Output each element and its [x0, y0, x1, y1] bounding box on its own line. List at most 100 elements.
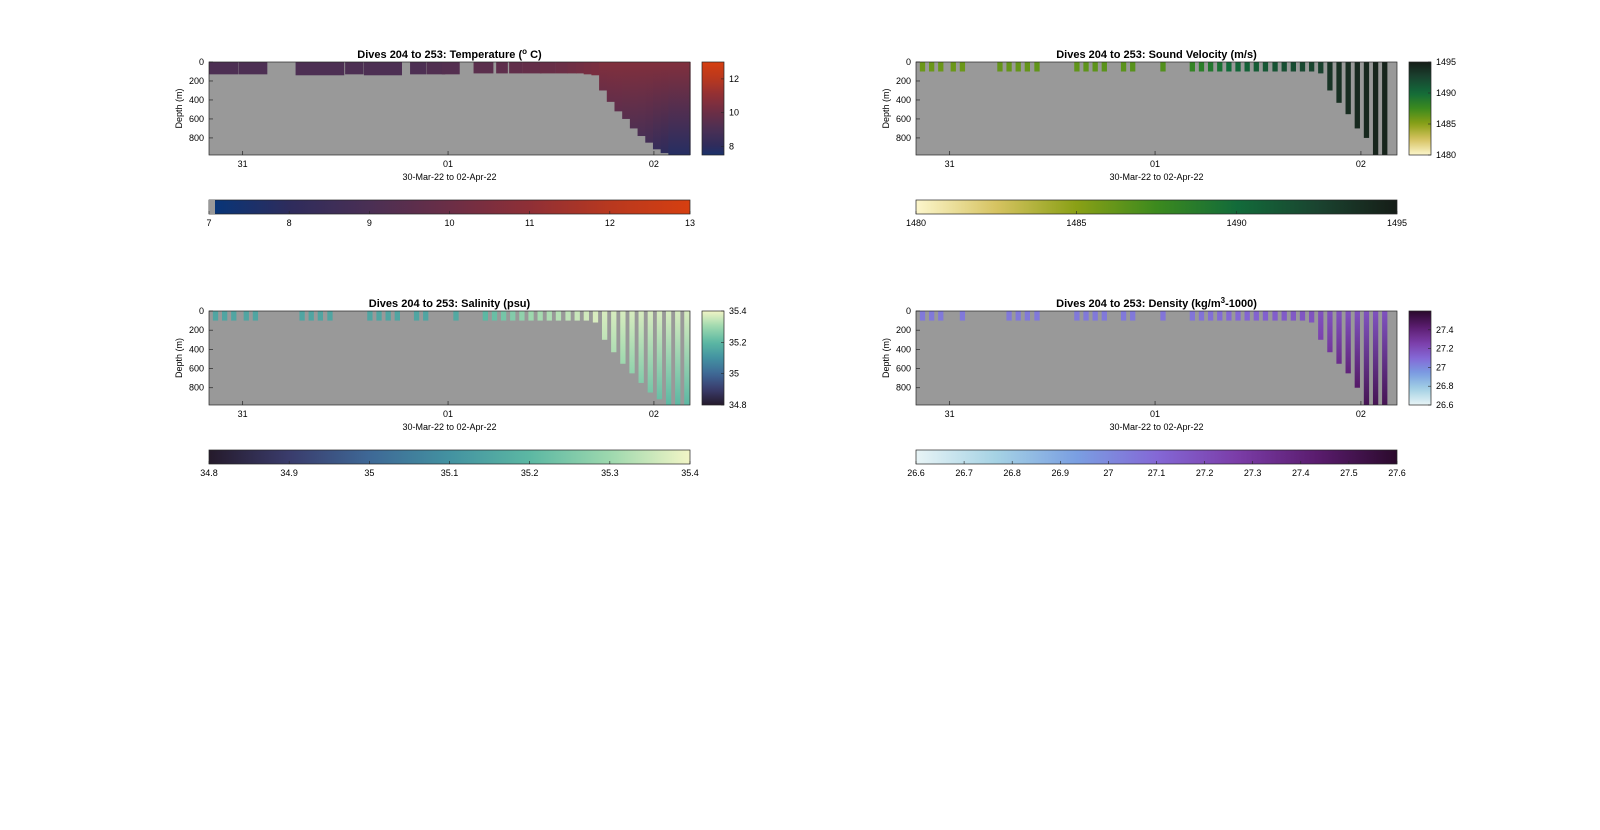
- data-column: [1024, 62, 1030, 72]
- y-axis-label: Depth (m): [881, 88, 891, 128]
- data-column: [1345, 62, 1351, 115]
- side-colorbar-label: 27: [1436, 362, 1446, 372]
- side-colorbar: [1408, 310, 1432, 406]
- side-colorbar: [701, 61, 725, 156]
- data-column: [1318, 311, 1324, 340]
- y-tick-label: 800: [896, 383, 911, 393]
- data-column: [1130, 311, 1136, 321]
- data-column: [1244, 311, 1250, 321]
- y-tick-label: 0: [199, 306, 204, 316]
- colorbar: [915, 199, 1398, 215]
- data-column: [221, 311, 228, 321]
- side-colorbar-label: 35.2: [729, 337, 747, 347]
- data-column: [611, 311, 617, 353]
- axes-box: [208, 61, 691, 156]
- data-column: [317, 311, 323, 321]
- side-colorbar-label: 34.8: [729, 400, 747, 410]
- y-tick-label: 200: [189, 325, 204, 335]
- data-column: [491, 311, 498, 321]
- data-column: [1327, 62, 1333, 91]
- data-column: [1074, 62, 1080, 72]
- x-tick-label: 31: [945, 159, 955, 169]
- data-column: [423, 311, 429, 321]
- side-colorbar-label: 1490: [1436, 88, 1456, 98]
- data-column: [1207, 311, 1214, 321]
- axes-box: [915, 310, 1398, 406]
- data-column: [1015, 62, 1021, 72]
- data-column: [1189, 62, 1195, 72]
- y-tick-label: 0: [906, 57, 911, 67]
- chart-title-tail: C): [527, 49, 542, 61]
- data-column: [345, 62, 364, 75]
- data-column: [928, 311, 935, 321]
- data-column: [1083, 311, 1089, 321]
- colorbar-label: 1495: [1387, 218, 1407, 228]
- data-column: [1336, 311, 1342, 364]
- data-column: [1160, 62, 1166, 72]
- data-column: [1207, 62, 1214, 72]
- colorbar-label: 26.7: [955, 468, 973, 478]
- colorbar-label: 26.9: [1052, 468, 1070, 478]
- side-colorbar: [1408, 61, 1432, 156]
- axes-box: [208, 310, 691, 406]
- y-axis-label: Depth (m): [174, 88, 184, 128]
- data-column: [500, 311, 507, 321]
- data-column: [510, 311, 516, 321]
- chart-panel-3: 0 200 400 600 800 31 01 02 Dives 204 to 253: Sal…: [174, 298, 747, 478]
- data-column: [238, 62, 268, 75]
- y-tick-label: 400: [189, 344, 204, 354]
- colorbar-label: 26.6: [907, 468, 925, 478]
- data-column: [1244, 62, 1250, 72]
- data-column: [410, 62, 427, 75]
- data-column: [601, 311, 608, 340]
- colorbar-label: 35.1: [441, 468, 459, 478]
- colorbar-label: 26.8: [1003, 468, 1021, 478]
- chart-title-text: Dives 204 to 253: Salinity (psu): [369, 298, 531, 310]
- colorbar-label: 27.6: [1388, 468, 1406, 478]
- data-column: [376, 311, 382, 321]
- data-column: [212, 311, 219, 321]
- data-column: [1290, 311, 1296, 321]
- data-column: [1354, 62, 1360, 129]
- data-column: [647, 311, 653, 393]
- chart-title: Dives 204 to 253: Salinity (psu): [369, 298, 531, 310]
- data-column: [308, 311, 314, 321]
- data-column: [1382, 311, 1388, 405]
- axes-box: [915, 61, 1398, 156]
- colorbar-label: 34.9: [280, 468, 298, 478]
- data-column: [1092, 311, 1098, 321]
- data-column: [592, 311, 599, 323]
- x-axis-label: 30-Mar-22 to 02-Apr-22: [402, 422, 496, 432]
- data-column: [441, 62, 460, 75]
- colorbar-label: 27.5: [1340, 468, 1358, 478]
- y-tick-label: 200: [189, 76, 204, 86]
- data-column: [919, 62, 926, 72]
- y-tick-label: 200: [896, 325, 911, 335]
- x-tick-label: 02: [1356, 159, 1366, 169]
- side-colorbar-label: 12: [729, 74, 739, 84]
- data-column: [583, 311, 589, 321]
- data-column: [652, 62, 662, 150]
- x-tick-label: 02: [649, 159, 659, 169]
- data-column: [928, 62, 935, 72]
- chart-title: Dives 204 to 253: Sound Velocity (m/s): [1056, 49, 1257, 61]
- data-column: [1217, 311, 1223, 321]
- data-column: [1198, 62, 1205, 72]
- data-column: [959, 62, 966, 72]
- colorbar-label: 34.8: [200, 468, 218, 478]
- colorbar-label: 7: [206, 218, 211, 228]
- data-column: [997, 62, 1003, 72]
- data-column: [1345, 311, 1351, 374]
- chart-title-text: Dives 204 to 253: Temperature (: [357, 49, 522, 61]
- data-column: [299, 311, 305, 321]
- data-column: [1253, 311, 1259, 321]
- side-colorbar-label: 8: [729, 142, 734, 152]
- data-column: [1235, 311, 1241, 321]
- side-colorbar-label: 26.6: [1436, 400, 1454, 410]
- colorbar-label: 12: [605, 218, 615, 228]
- colorbar-label: 11: [525, 218, 534, 228]
- data-column: [1272, 311, 1278, 321]
- colorbar-label: 1490: [1227, 218, 1247, 228]
- data-column: [528, 311, 534, 321]
- data-column: [919, 311, 926, 321]
